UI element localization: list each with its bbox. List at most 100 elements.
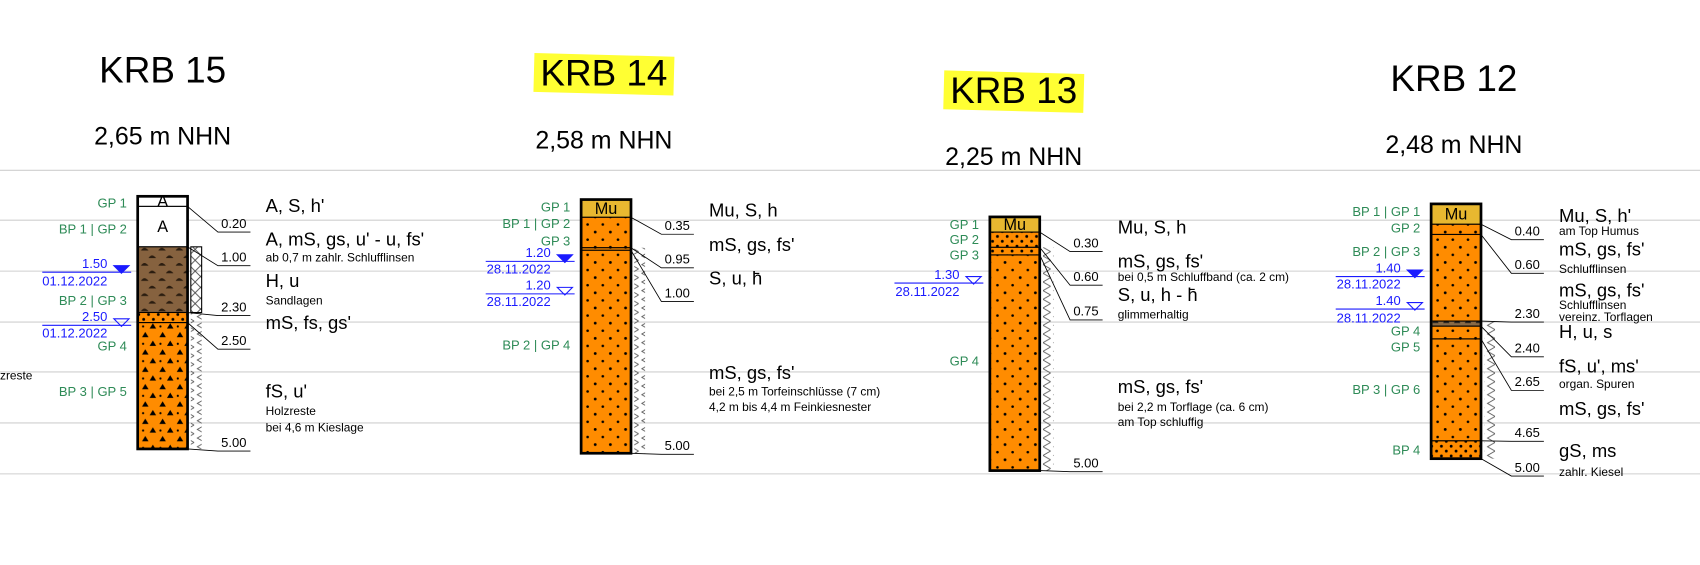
- sample-label: GP 2: [950, 232, 979, 247]
- layer-description: Mu, S, h: [709, 199, 778, 220]
- soil-layer: [1430, 338, 1482, 442]
- column-frame: [579, 198, 633, 455]
- layer-description: gS, ms: [1559, 440, 1616, 461]
- borehole-title: KRB 15: [99, 49, 226, 90]
- layer-note: vereinz. Torflagen: [1559, 310, 1653, 324]
- soil-layer: [989, 254, 1041, 472]
- layer-note: am Top schluffig: [1118, 415, 1204, 429]
- soil-layer: [1430, 223, 1482, 236]
- depth-leader: [1480, 234, 1544, 274]
- depth-label: 0.35: [665, 218, 690, 233]
- water-marker: [555, 254, 574, 264]
- layer-note: zahlr. Kiesel: [1559, 465, 1623, 479]
- sample-label: BP 1 | GP 1: [1352, 204, 1420, 219]
- layer-description: A, mS, gs, u' - u, fs': [266, 229, 425, 250]
- layer-code: Mu: [1445, 205, 1468, 223]
- layer-note: bei 2,5 m Torfeinschlüsse (7 cm): [709, 385, 880, 399]
- soil-layer: [1430, 320, 1482, 327]
- borehole-title: KRB 12: [1390, 58, 1517, 99]
- sample-label: BP 3 | GP 5: [59, 384, 127, 399]
- depth-leader: [187, 322, 251, 350]
- layer-description: fS, u': [266, 380, 307, 401]
- layer-note: am Top Humus: [1559, 224, 1639, 238]
- soil-layer: [1430, 325, 1482, 340]
- layer-description: S, u, h̄: [709, 268, 762, 289]
- sample-label: GP 5: [1391, 340, 1420, 355]
- borehole: KRB 14 2,58 m NHN Mu 0.35 Mu, S, h 0.95 mS, gs…: [485, 53, 880, 455]
- highlight: [943, 70, 1085, 113]
- depth-leader: [1480, 320, 1544, 323]
- layer-note: organ. Spuren: [1559, 377, 1634, 391]
- depth-leader: [1039, 254, 1103, 321]
- water-date: 28.11.2022: [895, 284, 959, 299]
- water-depth: 1.40: [1375, 293, 1400, 308]
- elevation: 2,25 m NHN: [945, 143, 1082, 171]
- layer-note: Holzreste: [266, 404, 317, 418]
- layer-code: Mu: [1004, 216, 1027, 234]
- column-frame: [1429, 202, 1483, 461]
- sample-label: BP 2 | GP 4: [502, 337, 570, 352]
- soil-layer: [580, 249, 632, 454]
- layer-description: Mu, S, h': [1559, 205, 1631, 226]
- depth-label: 1.00: [665, 285, 690, 300]
- water-date: 01.12.2022: [42, 325, 107, 340]
- water-depth: 1.20: [525, 278, 550, 293]
- water-marker: [112, 318, 131, 328]
- depth-label: 5.00: [1073, 456, 1098, 471]
- layer-description: mS, gs, fs': [1559, 280, 1644, 301]
- grid-lines: [0, 169, 1700, 475]
- borehole-title: KRB 14: [540, 53, 667, 94]
- borehole: KRB 12 2,48 m NHN Mu 0.40 Mu, S, h'am Top Hu…: [1335, 58, 1653, 479]
- layer-description: mS, gs, fs': [1559, 238, 1644, 259]
- soil-layer: [989, 231, 1041, 248]
- sample-label: BP 1 | GP 2: [59, 221, 127, 236]
- layer-note: bei 4,6 m Kieslage: [266, 420, 364, 434]
- depth-label: 2.50: [221, 333, 246, 348]
- sample-label: GP 1: [541, 200, 570, 215]
- depth-leader: [187, 448, 251, 452]
- depth-leader: [630, 250, 694, 302]
- sample-label: GP 2: [1391, 220, 1420, 235]
- depth-leader: [187, 206, 251, 233]
- layer-note: bei 0,5 m Schluffband (ca. 2 cm): [1118, 270, 1289, 284]
- depth-label: 0.95: [665, 252, 690, 267]
- water-depth: 1.30: [934, 267, 959, 282]
- depth-leader: [630, 247, 694, 269]
- layer-description: mS, fs, gs': [266, 312, 351, 333]
- column-frame: [988, 215, 1042, 472]
- depth-label: 4.65: [1515, 425, 1540, 440]
- sample-label: GP 4: [97, 338, 126, 353]
- layer-description: S, u, h - h̄: [1118, 284, 1198, 305]
- sample-label: GP 4: [950, 354, 979, 369]
- sample-label: BP 3 | GP 6: [1352, 382, 1420, 397]
- depth-label: 2.65: [1515, 374, 1540, 389]
- elevation: 2,48 m NHN: [1385, 131, 1522, 159]
- layer-note: glimmerhaltig: [1118, 308, 1189, 322]
- hatch-strip: [190, 246, 203, 314]
- depth-leader: [1480, 338, 1544, 391]
- highlight: [533, 53, 675, 96]
- layer-description: H, u, s: [1559, 321, 1612, 342]
- water-marker: [964, 275, 983, 285]
- layer-description: mS, gs, fs': [1559, 398, 1644, 419]
- layer-description: mS, gs, fs': [1118, 376, 1203, 397]
- depth-label: 0.40: [1515, 224, 1540, 239]
- depth-label: 2.40: [1515, 341, 1540, 356]
- depth-leader: [1039, 231, 1103, 253]
- sample-label: BP 4: [1392, 443, 1420, 458]
- depth-label: 1.00: [221, 250, 246, 265]
- layer-description: A, S, h': [266, 195, 325, 216]
- depth-label: 5.00: [221, 435, 246, 450]
- layer-code: A: [157, 218, 168, 236]
- depth-label: 0.30: [1073, 235, 1098, 250]
- layer-code: A: [157, 193, 168, 211]
- borehole-title: KRB 13: [950, 70, 1077, 111]
- water-date: 28.11.2022: [487, 261, 551, 276]
- depth-label: 2.30: [1515, 306, 1540, 321]
- depth-label: 5.00: [665, 438, 690, 453]
- depth-leader: [1480, 458, 1544, 477]
- symbol-strip: [1484, 321, 1496, 459]
- depth-leader: [187, 246, 251, 267]
- depth-label: 2.30: [221, 299, 246, 314]
